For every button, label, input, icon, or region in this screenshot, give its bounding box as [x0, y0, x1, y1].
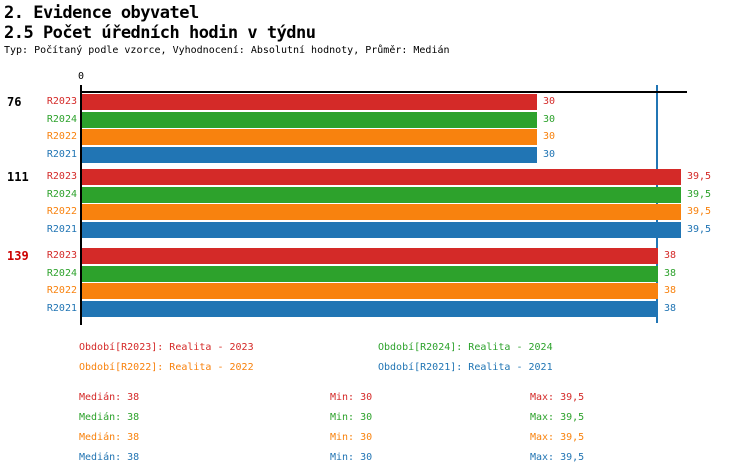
- bar: [82, 129, 537, 145]
- bar-value-label: 38: [664, 285, 677, 296]
- bar-series-label: R2023: [46, 171, 77, 182]
- bar-value-label: 39,5: [687, 189, 712, 200]
- bar: [82, 283, 658, 299]
- bar-series-label: R2023: [46, 250, 77, 261]
- legend-item: Období[R2024]: Realita - 2024: [378, 342, 553, 353]
- stat-max: Max: 39,5: [530, 432, 585, 443]
- bar-value-label: 30: [543, 131, 556, 142]
- bar-value-label: 39,5: [687, 206, 712, 217]
- stat-min: Min: 30: [330, 432, 373, 443]
- bar-value-label: 38: [664, 268, 677, 279]
- bar-value-label: 30: [543, 114, 556, 125]
- bar-series-label: R2022: [46, 206, 77, 217]
- bar-value-label: 39,5: [687, 224, 712, 235]
- group-label: 111: [7, 170, 29, 184]
- group-label: 139: [7, 249, 29, 263]
- stat-median: Medián: 38: [79, 412, 140, 423]
- legend-item: Období[R2023]: Realita - 2023: [79, 342, 254, 353]
- bar: [82, 169, 681, 185]
- stat-median: Medián: 38: [79, 392, 140, 403]
- bar: [82, 301, 658, 317]
- stat-max: Max: 39,5: [530, 452, 585, 463]
- legend-item: Období[R2022]: Realita - 2022: [79, 362, 254, 373]
- x-axis-line: [81, 91, 687, 93]
- bar: [82, 204, 681, 220]
- bar-series-label: R2022: [46, 131, 77, 142]
- chart-subtitle: Typ: Počítaný podle vzorce, Vyhodnocení:…: [4, 45, 450, 56]
- stat-max: Max: 39,5: [530, 412, 585, 423]
- bar-value-label: 38: [664, 250, 677, 261]
- bar-value-label: 39,5: [687, 171, 712, 182]
- bar-series-label: R2021: [46, 224, 77, 235]
- bar-series-label: R2024: [46, 114, 77, 125]
- bar-series-label: R2024: [46, 189, 77, 200]
- stat-min: Min: 30: [330, 412, 373, 423]
- bar: [82, 94, 537, 110]
- stat-max: Max: 39,5: [530, 392, 585, 403]
- stat-min: Min: 30: [330, 452, 373, 463]
- bar: [82, 187, 681, 203]
- group-label: 76: [7, 95, 22, 109]
- y-axis-line: [80, 85, 82, 325]
- stat-min: Min: 30: [330, 392, 373, 403]
- x-axis-zero-tick-label: 0: [77, 71, 85, 82]
- bar: [82, 248, 658, 264]
- bar-series-label: R2024: [46, 268, 77, 279]
- legend-item: Období[R2021]: Realita - 2021: [378, 362, 553, 373]
- stat-median: Medián: 38: [79, 432, 140, 443]
- bar-series-label: R2021: [46, 303, 77, 314]
- bar-series-label: R2022: [46, 285, 77, 296]
- bar-series-label: R2021: [46, 149, 77, 160]
- bar: [82, 266, 658, 282]
- bar-series-label: R2023: [46, 96, 77, 107]
- bar: [82, 147, 537, 163]
- bar-value-label: 30: [543, 149, 556, 160]
- chart-title: 2.5 Počet úředních hodin v týdnu: [4, 23, 316, 43]
- bar-value-label: 38: [664, 303, 677, 314]
- bar: [82, 112, 537, 128]
- stat-median: Medián: 38: [79, 452, 140, 463]
- bar: [82, 222, 681, 238]
- bar-value-label: 30: [543, 96, 556, 107]
- report-section-title: 2. Evidence obyvatel: [4, 3, 199, 23]
